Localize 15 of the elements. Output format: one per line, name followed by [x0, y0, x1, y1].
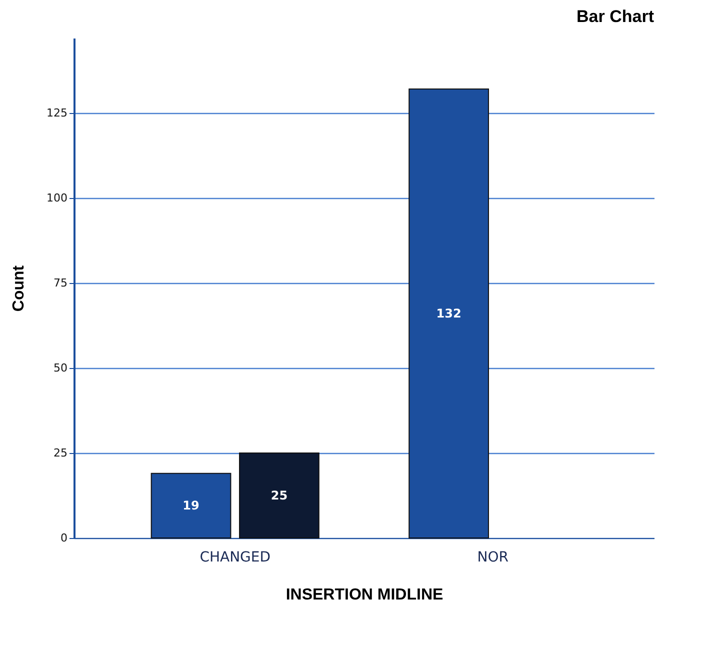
- data-label: 19: [182, 498, 200, 513]
- y-axis-title: Count: [10, 264, 28, 312]
- x-axis-title: INSERTION MIDLINE: [286, 586, 444, 604]
- x-tick-label: NOR: [477, 550, 509, 566]
- y-tick-label: 25: [54, 446, 68, 460]
- y-tick-label: 75: [54, 276, 68, 290]
- data-label: 132: [436, 306, 462, 321]
- y-tick-label: 100: [46, 191, 68, 204]
- y-tick-label: 50: [54, 361, 68, 374]
- y-tick-label: 125: [46, 106, 68, 120]
- chart-title: Bar Chart: [576, 7, 654, 26]
- y-tick-label: 0: [60, 532, 68, 544]
- data-label: 25: [270, 488, 288, 502]
- bar: [239, 452, 320, 538]
- x-tick-label: CHANGED: [200, 550, 271, 566]
